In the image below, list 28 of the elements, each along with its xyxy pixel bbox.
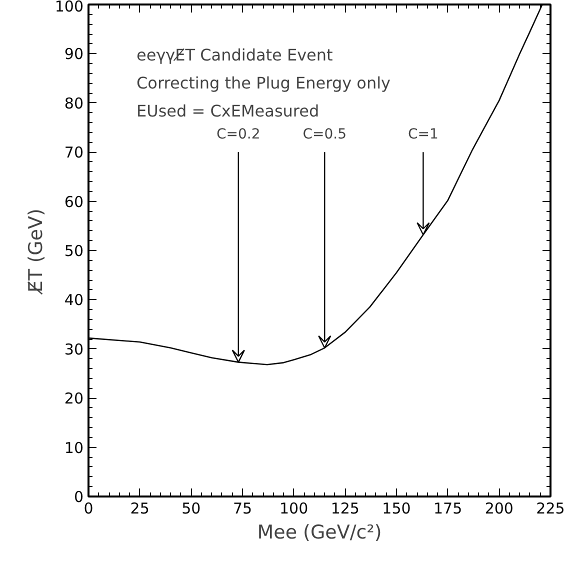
y-tick-label: 90	[64, 45, 84, 64]
y-tick-label: 30	[64, 340, 84, 358]
y-tick-label: 50	[64, 242, 84, 260]
annotation: C=0.5	[302, 126, 347, 142]
y-tick-label: 80	[64, 94, 84, 112]
x-tick-label: 50	[182, 500, 201, 518]
annotation: C=0.2	[216, 126, 260, 142]
annotation: Correcting the Plug Energy only	[136, 74, 390, 92]
x-tick-label: 25	[130, 500, 150, 518]
y-tick-label: 100	[54, 0, 84, 16]
x-axis-title: Mee (GeV/c²)	[257, 522, 382, 544]
y-tick-label: 20	[64, 390, 84, 408]
x-tick-label: 175	[434, 500, 462, 518]
y-tick-label: 0	[74, 488, 84, 506]
x-tick-label: 150	[382, 500, 411, 518]
y-axis-title: E̸T (GeV)	[24, 208, 47, 296]
x-tick-label: 200	[484, 500, 514, 518]
annotation: EUsed = CxEMeasured	[136, 102, 320, 120]
annotation: C=1	[408, 126, 438, 142]
annotation: eeγγE̸T Candidate Event	[136, 46, 333, 64]
y-tick-label: 40	[64, 291, 84, 310]
y-tick-label: 10	[64, 438, 84, 457]
x-tick-label: 100	[280, 500, 308, 518]
x-tick-label: 125	[330, 500, 360, 518]
y-tick-label: 60	[64, 192, 84, 211]
x-tick-label: 225	[536, 500, 565, 518]
x-tick-label: 75	[232, 500, 252, 518]
y-tick-label: 70	[64, 144, 84, 162]
